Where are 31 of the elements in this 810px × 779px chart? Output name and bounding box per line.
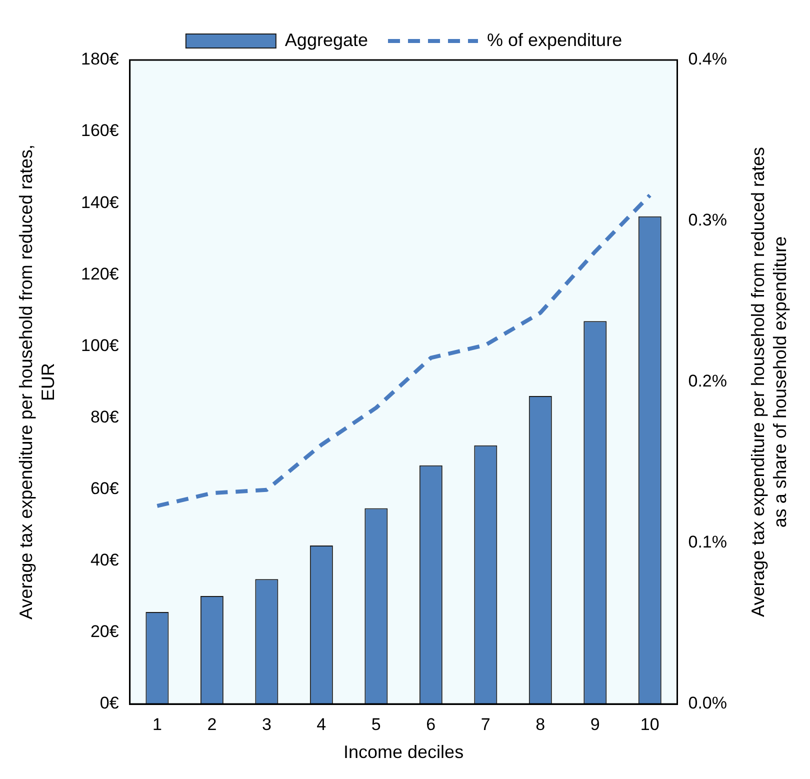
y-tick-label: 60€ xyxy=(90,479,120,498)
y2-tick-label: 0.4% xyxy=(688,50,727,69)
legend-label: Aggregate xyxy=(284,30,368,50)
y2-tick-label: 0.0% xyxy=(688,694,727,713)
y2-tick-label: 0.1% xyxy=(688,532,727,552)
legend-label: % of expenditure xyxy=(486,30,622,50)
y2-tick-label: 0.2% xyxy=(688,372,727,391)
y-tick-label: 0€ xyxy=(100,694,120,713)
x-axis-title: Income deciles xyxy=(344,742,464,762)
x-tick-label: 2 xyxy=(207,714,217,734)
x-tick-label: 4 xyxy=(316,714,326,734)
y-tick-label: 20€ xyxy=(90,622,120,642)
y-tick-label: 140€ xyxy=(80,192,120,212)
x-tick-label: 9 xyxy=(590,714,600,734)
y2-axis-title: Average tax expenditure per household from reduced rates as a share of household expenditure xyxy=(748,147,790,617)
x-tick-label: 3 xyxy=(262,714,272,734)
y-tick-label: 180€ xyxy=(80,50,120,69)
y-tick-label: 40€ xyxy=(90,550,120,570)
y-axis-title: Average tax expenditure per household from reduced rates, EUR xyxy=(16,144,58,620)
y-tick-label: 80€ xyxy=(90,407,120,426)
x-tick-label: 10 xyxy=(640,714,660,734)
y-tick-label: 100€ xyxy=(80,336,120,355)
x-tick-label: 7 xyxy=(480,714,490,734)
y-tick-label: 120€ xyxy=(80,264,120,284)
x-tick-label: 5 xyxy=(371,714,381,734)
y-tick-label: 160€ xyxy=(80,121,120,140)
x-tick-label: 8 xyxy=(536,714,546,734)
x-tick-label: 1 xyxy=(152,714,162,734)
y2-tick-label: 0.3% xyxy=(688,210,727,230)
line-series xyxy=(155,193,652,508)
x-tick-label: 6 xyxy=(426,714,436,734)
